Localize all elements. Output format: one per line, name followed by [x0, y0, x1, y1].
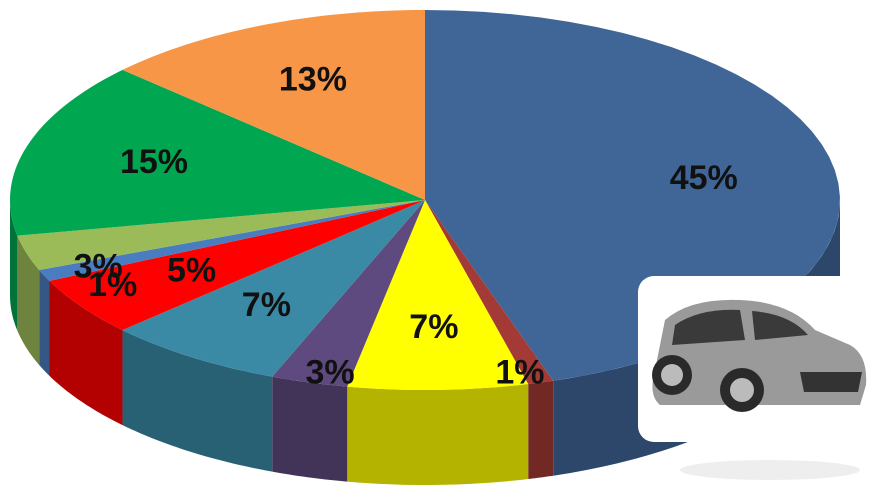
slice	[347, 200, 529, 390]
data-label: 3%	[305, 354, 354, 392]
slice-side	[17, 235, 40, 365]
slice-side	[347, 384, 529, 485]
slice	[39, 200, 425, 281]
slice-side	[10, 200, 18, 331]
slice	[272, 200, 425, 387]
slice-side	[122, 330, 273, 472]
data-label: 13%	[279, 60, 347, 98]
slice-side	[528, 380, 554, 480]
slice	[10, 69, 425, 236]
data-label: 7%	[409, 308, 458, 346]
pie	[10, 10, 840, 485]
slice	[49, 200, 426, 331]
data-label: 3%	[74, 247, 123, 285]
data-label: 45%	[670, 159, 738, 197]
slice-side	[49, 280, 123, 426]
data-label: 1%	[495, 354, 544, 392]
data-label: 15%	[120, 143, 188, 181]
slice	[17, 200, 425, 270]
slice-side	[272, 376, 348, 482]
labels: 45%1%7%3%7%5%1%3%15%13%	[74, 60, 738, 391]
data-label: 7%	[242, 286, 291, 324]
slice-side	[39, 269, 50, 376]
data-label: 5%	[167, 252, 216, 290]
car-photo	[638, 276, 872, 480]
slice	[122, 200, 425, 377]
slice	[122, 10, 425, 200]
slice-side	[553, 200, 840, 476]
data-label: 1%	[88, 266, 137, 304]
slice	[425, 200, 554, 385]
